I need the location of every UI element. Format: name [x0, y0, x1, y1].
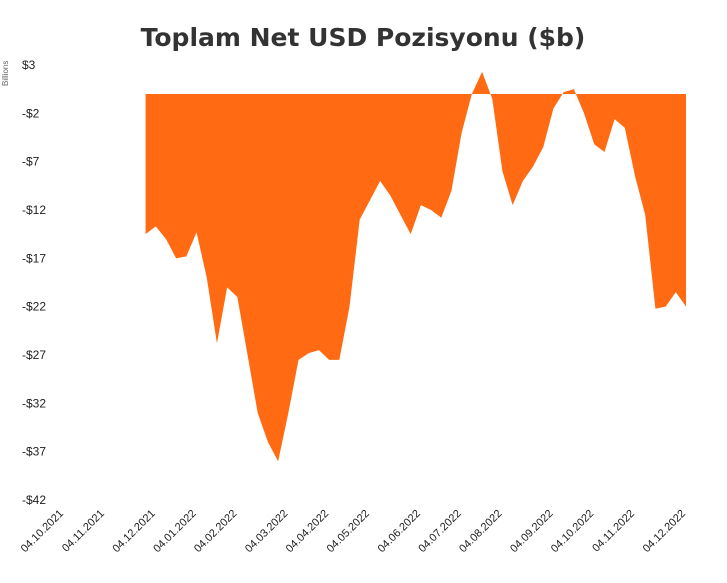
x-tick-label: 04.12.2021	[110, 508, 157, 555]
x-tick-label: 04.10.2022	[549, 508, 596, 555]
y-tick-label: -$22	[22, 300, 46, 314]
y-axis-label: Billions	[1, 61, 10, 86]
x-tick-label: 04.07.2022	[416, 508, 463, 555]
x-tick-label: 04.11.2022	[590, 508, 637, 555]
x-tick-label: 04.10.2021	[19, 508, 66, 555]
x-tick-label: 04.02.2022	[192, 508, 239, 555]
y-tick-label: $3	[22, 58, 36, 72]
y-tick-label: -$7	[22, 155, 40, 169]
chart-title: Toplam Net USD Pozisyonu ($b)	[141, 23, 586, 52]
x-tick-label: 04.12.2022	[641, 508, 688, 555]
area	[145, 71, 686, 462]
x-tick-label: 04.08.2022	[457, 508, 504, 555]
y-tick-label: -$32	[22, 396, 46, 410]
x-tick-label: 04.01.2022	[151, 508, 198, 555]
y-tick-label: -$2	[22, 106, 40, 120]
y-tick-label: -$42	[22, 493, 46, 507]
y-tick-label: -$17	[22, 251, 46, 265]
x-tick-label: 04.06.2022	[376, 508, 423, 555]
x-tick-label: 04.05.2022	[325, 508, 372, 555]
y-tick-label: -$37	[22, 445, 46, 459]
y-tick-label: -$27	[22, 348, 46, 362]
x-tick-label: 04.04.2022	[284, 508, 331, 555]
x-tick-label: 04.03.2022	[243, 508, 290, 555]
x-tick-label: 04.11.2021	[60, 508, 107, 555]
y-tick-label: -$12	[22, 203, 46, 217]
x-tick-label: 04.09.2022	[508, 508, 555, 555]
